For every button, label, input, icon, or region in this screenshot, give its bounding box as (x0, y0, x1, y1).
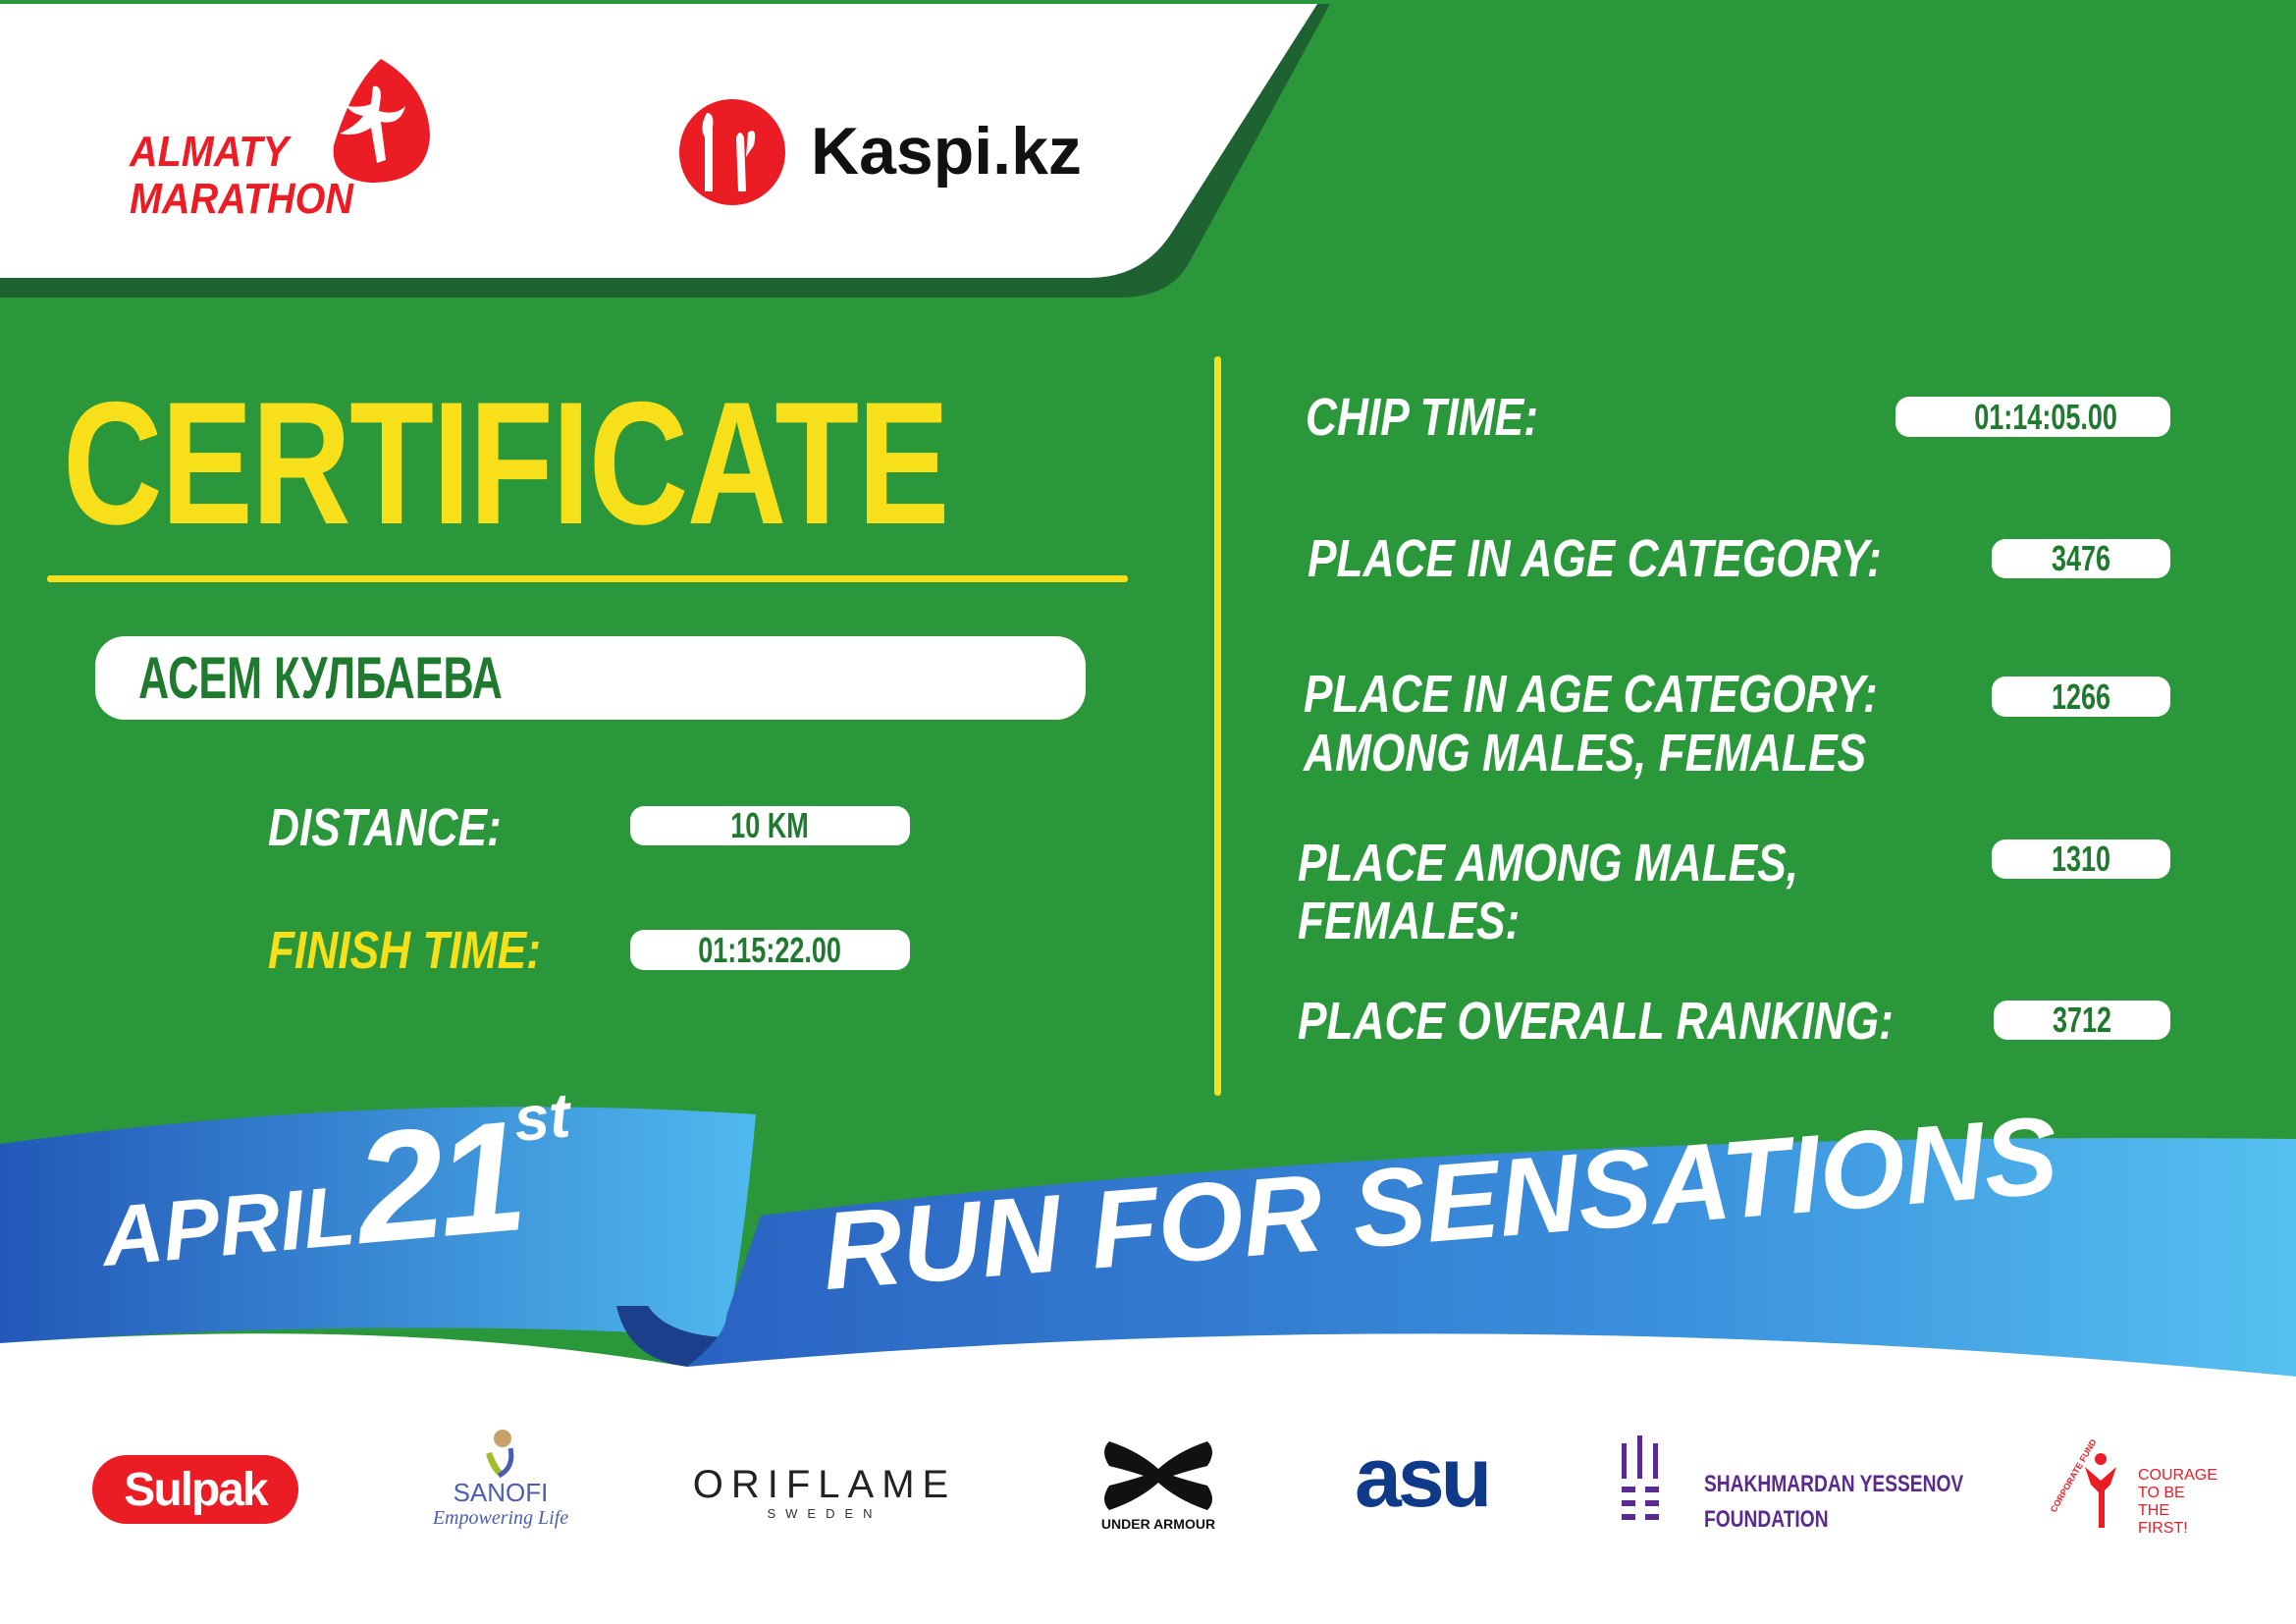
yessenov-text-1: SHAKHMARDAN YESSENOV (1704, 1471, 1964, 1497)
age-gender-place-value: 1266 (1992, 677, 2170, 717)
gender-place-label-1: PLACE AMONG MALES, (1298, 834, 1799, 893)
yessenov-text-2: FOUNDATION (1704, 1506, 1829, 1533)
chip-time-label: CHIP TIME: (1306, 388, 1538, 447)
participant-name: АСЕМ КУЛБАЕВА (138, 645, 503, 711)
distance-value: 10 KM (630, 805, 910, 845)
overall-ranking-value: 3712 (1994, 1000, 2170, 1040)
sanofi-bird-icon (486, 1430, 514, 1478)
event-date-day: 21 (348, 1087, 527, 1277)
sulpak-logo-text: Sulpak (124, 1463, 268, 1516)
age-gender-place-label-1: PLACE IN AGE CATEGORY: (1304, 665, 1878, 724)
chip-time-value-text: 01:14:05.00 (1974, 396, 2117, 437)
under-armour-logo-text: UNDER ARMOUR (1100, 1516, 1216, 1532)
courage-text-1: COURAGE (2138, 1467, 2217, 1484)
oriflame-logo-text: ORIFLAME (692, 1463, 957, 1506)
finish-time-value: 01:15:22.00 (630, 930, 910, 970)
gender-place-value-text: 1310 (2051, 839, 2111, 879)
finish-time-value-text: 01:15:22.00 (698, 929, 842, 970)
distance-value-text: 10 KM (730, 805, 810, 845)
kaspi-logo: Kaspi.kz (677, 98, 1082, 208)
almaty-marathon-logo-text-1: ALMATY (130, 128, 290, 176)
almaty-marathon-logo: ALMATY MARATHON (126, 57, 459, 224)
sanofi-logo: SANOFI Empowering Life (412, 1429, 589, 1546)
participant-name-field: АСЕМ КУЛБАЕВА (95, 636, 1086, 720)
under-armour-icon (1104, 1441, 1212, 1510)
age-gender-place-value-text: 1266 (2051, 676, 2111, 717)
asu-logo: asu (1355, 1431, 1492, 1525)
gender-place-label-2: FEMALES: (1298, 892, 1521, 950)
sanofi-logo-text: SANOFI (453, 1478, 549, 1507)
under-armour-logo: UNDER ARMOUR (1070, 1441, 1247, 1532)
event-date-suffix: st (510, 1079, 573, 1156)
courage-figure-icon (2085, 1453, 2116, 1528)
yessenov-foundation-logo: SHAKHMARDAN YESSENOV FOUNDATION (1620, 1435, 1963, 1533)
age-place-label: PLACE IN AGE CATEGORY: (1308, 529, 1882, 588)
courage-text-2: TO BE (2138, 1485, 2185, 1501)
sanofi-tagline: Empowering Life (432, 1507, 569, 1529)
yessenov-bars-icon (1622, 1435, 1659, 1520)
event-date-month: APRIL (98, 1167, 359, 1285)
oriflame-logo: ORIFLAME SWEDEN (687, 1463, 962, 1521)
chip-time-value: 01:14:05.00 (1896, 397, 2170, 437)
overall-ranking-label: PLACE OVERALL RANKING: (1298, 992, 1894, 1051)
oriflame-logo-sub: SWEDEN (767, 1506, 882, 1521)
sulpak-logo: Sulpak (92, 1455, 298, 1524)
courage-fund-logo: CORPORATE FUND COURAGE TO BE THE FIRST! (2049, 1437, 2218, 1540)
kaspi-people-icon (679, 99, 785, 205)
almaty-marathon-logo-text-2: MARATHON (130, 175, 354, 223)
age-place-value: 3476 (1992, 538, 2170, 578)
certificate-title: CERTIFICATE (63, 365, 949, 561)
kaspi-logo-text: Kaspi.kz (811, 114, 1082, 189)
age-gender-place-label-2: AMONG MALES, FEMALES (1304, 724, 1867, 783)
age-place-value-text: 3476 (2051, 538, 2111, 578)
courage-text-3: THE FIRST! (2138, 1502, 2188, 1537)
gender-place-value: 1310 (1992, 839, 2170, 879)
finish-time-label: FINISH TIME: (268, 921, 541, 980)
distance-label: DISTANCE: (268, 798, 502, 857)
runner-drop-icon (333, 59, 430, 183)
overall-ranking-value-text: 3712 (2052, 1000, 2112, 1040)
